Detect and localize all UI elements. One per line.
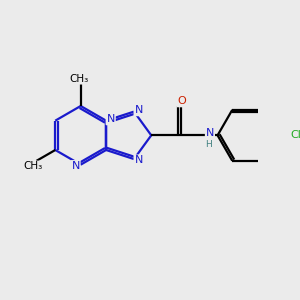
Text: CH₃: CH₃ xyxy=(23,161,42,172)
Text: N: N xyxy=(71,161,80,171)
Text: N: N xyxy=(134,155,143,165)
Text: O: O xyxy=(178,96,186,106)
Text: N: N xyxy=(106,114,115,124)
Text: CH₃: CH₃ xyxy=(70,74,89,84)
Text: H: H xyxy=(205,140,212,149)
Text: Cl: Cl xyxy=(291,130,300,140)
Text: N: N xyxy=(134,105,143,115)
Text: N: N xyxy=(206,128,214,138)
